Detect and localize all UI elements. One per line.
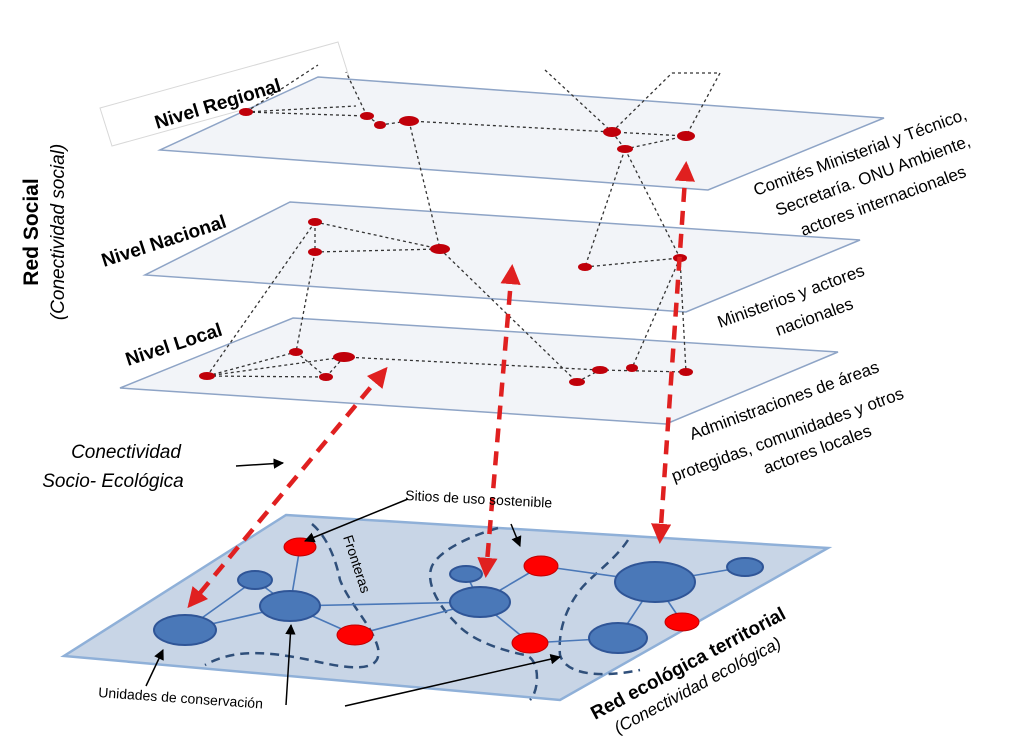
social-node	[617, 145, 633, 153]
social-node	[360, 112, 374, 120]
edge	[584, 148, 626, 268]
social-node	[308, 218, 322, 226]
edge	[408, 120, 613, 133]
unit-node	[614, 561, 696, 603]
plane-national	[142, 201, 861, 313]
edge	[599, 369, 687, 373]
social-node	[603, 127, 621, 137]
connectivity-label-line-2: Socio- Ecológica	[42, 471, 184, 492]
edge	[245, 105, 357, 113]
callout-unit-3	[344, 653, 562, 707]
social-node	[399, 116, 419, 126]
site-node	[283, 537, 317, 557]
site-node	[664, 612, 700, 632]
edge	[611, 72, 673, 133]
site-node	[336, 624, 374, 646]
callout-site-1	[304, 498, 409, 543]
social-node	[592, 366, 608, 374]
social-node	[430, 244, 450, 254]
edge	[206, 221, 316, 377]
border-line	[428, 526, 539, 701]
callout-arrows	[145, 458, 562, 707]
edge	[576, 369, 601, 383]
connectivity-arrow-left	[187, 366, 388, 609]
unit-node	[237, 570, 273, 590]
unit-node	[588, 622, 648, 654]
social-network-title: Red Social	[20, 178, 43, 285]
edge	[611, 131, 687, 137]
connectivity-arrow-right	[651, 160, 695, 545]
unit-node	[449, 586, 511, 618]
unit-node	[153, 614, 217, 646]
edge	[295, 251, 316, 353]
edge	[245, 64, 319, 113]
conservation-units-label: Unidades de conservación	[98, 684, 264, 711]
unit-node	[259, 590, 321, 622]
edge	[245, 111, 368, 117]
social-node	[677, 131, 695, 141]
social-node	[569, 378, 585, 386]
social-node	[239, 108, 253, 116]
connectivity-label-line-1: Conectividad	[71, 442, 182, 463]
unit-node	[449, 565, 483, 583]
edge	[345, 71, 368, 117]
callout-connectivity	[235, 458, 285, 469]
edge	[343, 356, 601, 371]
social-node	[308, 248, 322, 256]
social-node	[578, 263, 592, 271]
sustainable-sites-label: Sitios de uso sostenible	[405, 487, 553, 511]
site-node	[511, 632, 549, 654]
edge	[206, 356, 345, 377]
socio-ecological-arrows	[187, 160, 695, 609]
site-node	[523, 555, 559, 577]
unit-node	[726, 557, 764, 577]
social-node	[289, 348, 303, 356]
edge	[624, 135, 687, 150]
connectivity-arrow-middle	[477, 263, 521, 579]
social-node	[374, 121, 386, 129]
social-node	[679, 368, 693, 376]
callout-unit-1	[145, 649, 164, 687]
social-node	[199, 372, 215, 380]
social-node	[319, 373, 333, 381]
border-line	[558, 539, 641, 676]
callout-unit-2	[285, 623, 296, 706]
plane-local	[119, 317, 839, 425]
edge	[314, 248, 441, 253]
social-node	[626, 364, 638, 372]
social-node	[333, 352, 355, 362]
edge	[439, 248, 578, 383]
edge	[408, 120, 441, 250]
social-network-subtitle: (Conectividad social)	[48, 144, 69, 320]
callout-site-2	[510, 523, 522, 547]
